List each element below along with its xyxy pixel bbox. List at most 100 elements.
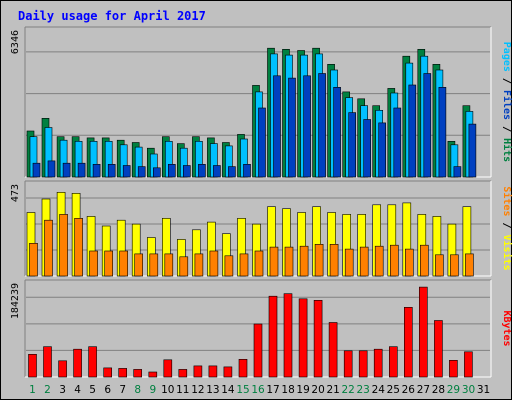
bar-sites-day-3: [59, 214, 68, 277]
bar-kbytes-day-17: [268, 295, 278, 378]
side-label-part: Files: [501, 90, 512, 120]
bar-kbytes-day-15: [238, 358, 248, 378]
bar-sites-day-14: [224, 255, 234, 277]
x-tick-label-22: 22: [342, 384, 355, 396]
x-tick-label-16: 16: [251, 384, 265, 396]
bar-pages-day-16: [258, 107, 266, 178]
bar-sites-day-18: [284, 246, 294, 277]
x-tick-label-20: 20: [311, 384, 324, 396]
side-label-part: Sites: [501, 186, 512, 216]
bar-kbytes-day-25: [388, 346, 398, 378]
x-tick-label-31: 31: [477, 384, 490, 396]
panels-group: 6346 Pages / Files / Hits 473 Sites / Visit…: [10, 26, 512, 378]
x-tick-label-4: 4: [74, 384, 81, 396]
bar-sites-day-23: [359, 246, 369, 277]
chart-title: Daily usage for April 2017: [18, 9, 206, 23]
bar-kbytes-day-7: [118, 368, 127, 378]
x-tick-label-28: 28: [432, 384, 445, 396]
bar-pages-day-22: [348, 112, 357, 178]
bar-pages-day-10: [168, 164, 176, 178]
bar-pages-day-9: [153, 167, 161, 178]
bar-sites-day-25: [389, 244, 399, 277]
x-tick-label-1: 1: [29, 384, 36, 396]
bar-sites-day-17: [269, 246, 279, 277]
bar-kbytes-day-8: [133, 369, 142, 378]
side-label-part: Visits: [501, 235, 512, 271]
x-tick-label-13: 13: [206, 384, 219, 396]
bar-pages-day-21: [333, 87, 341, 178]
bar-pages-day-4: [77, 162, 86, 178]
bar-sites-day-29: [450, 254, 459, 277]
x-tick-label-29: 29: [447, 384, 460, 396]
bar-pages-day-2: [47, 160, 56, 178]
bar-sites-day-6: [104, 250, 113, 277]
x-tick-label-15: 15: [236, 384, 249, 396]
bar-kbytes-day-24: [373, 348, 383, 378]
bar-kbytes-day-14: [223, 366, 233, 378]
bar-pages-day-29: [453, 166, 462, 178]
max-label: 473: [10, 184, 21, 202]
panel-hits-files-pages: 6346 Pages / Files / Hits: [10, 26, 512, 178]
bar-pages-day-12: [198, 164, 206, 178]
bar-kbytes-day-5: [88, 346, 97, 378]
x-tick-label-9: 9: [149, 384, 156, 396]
bar-kbytes-day-30: [464, 351, 473, 378]
bar-sites-day-30: [465, 253, 474, 277]
bar-pages-day-6: [107, 164, 116, 178]
bar-sites-day-20: [314, 244, 324, 277]
bar-sites-day-28: [435, 254, 444, 277]
bar-pages-day-14: [228, 166, 236, 178]
bar-kbytes-day-13: [208, 365, 218, 378]
bar-kbytes-day-21: [328, 322, 338, 378]
x-tick-label-27: 27: [417, 384, 430, 396]
x-tick-label-12: 12: [191, 384, 204, 396]
x-tick-label-14: 14: [221, 384, 235, 396]
x-tick-label-7: 7: [119, 384, 126, 396]
x-tick-label-30: 30: [462, 384, 475, 396]
bar-pages-day-17: [273, 75, 281, 178]
bar-pages-day-7: [122, 165, 131, 178]
bar-kbytes-day-23: [358, 350, 368, 378]
bar-pages-day-28: [438, 87, 447, 178]
x-tick-label-24: 24: [372, 384, 386, 396]
bar-pages-day-1: [32, 162, 41, 178]
bar-kbytes-day-11: [178, 369, 188, 378]
bar-sites-day-10: [164, 253, 174, 277]
side-label: Sites / Visits: [501, 186, 512, 270]
x-axis-labels: 1 2 3 4 5 6 7 8 9 10 11 12 13 14 15 16 17 18 19 20 21 22 23 24 2…: [29, 384, 490, 396]
side-label: KBytes: [501, 310, 512, 346]
bar-kbytes-day-9: [148, 371, 158, 378]
side-label-part: KBytes: [501, 310, 512, 346]
x-tick-label-3: 3: [59, 384, 66, 396]
x-tick-label-11: 11: [176, 384, 189, 396]
bar-kbytes-day-1: [28, 353, 37, 378]
max-label: 6346: [10, 30, 21, 54]
bar-sites-day-27: [419, 244, 429, 277]
bar-kbytes-day-10: [163, 359, 173, 378]
bar-kbytes-day-27: [418, 286, 428, 378]
bar-sites-day-4: [74, 218, 83, 277]
bar-pages-day-24: [378, 122, 387, 178]
bar-sites-day-8: [134, 253, 143, 277]
bar-sites-day-19: [299, 245, 309, 277]
bar-pages-day-27: [423, 73, 432, 178]
side-label-part: /: [501, 72, 512, 90]
bar-sites-day-12: [194, 253, 204, 277]
side-label-part: Hits: [501, 138, 512, 162]
bar-pages-day-15: [243, 164, 251, 178]
bar-sites-day-15: [239, 253, 249, 277]
x-tick-label-8: 8: [134, 384, 141, 396]
bar-kbytes-day-18: [283, 293, 293, 378]
x-tick-label-23: 23: [357, 384, 370, 396]
bar-sites-day-13: [209, 250, 219, 277]
x-tick-label-17: 17: [266, 384, 279, 396]
bar-kbytes-day-28: [434, 320, 443, 378]
x-tick-label-6: 6: [104, 384, 111, 396]
x-tick-label-26: 26: [402, 384, 416, 396]
bar-pages-day-8: [137, 166, 146, 178]
bar-sites-day-16: [254, 250, 264, 277]
bar-kbytes-day-6: [103, 367, 112, 378]
x-tick-label-10: 10: [161, 384, 174, 396]
bar-pages-day-3: [62, 162, 71, 178]
